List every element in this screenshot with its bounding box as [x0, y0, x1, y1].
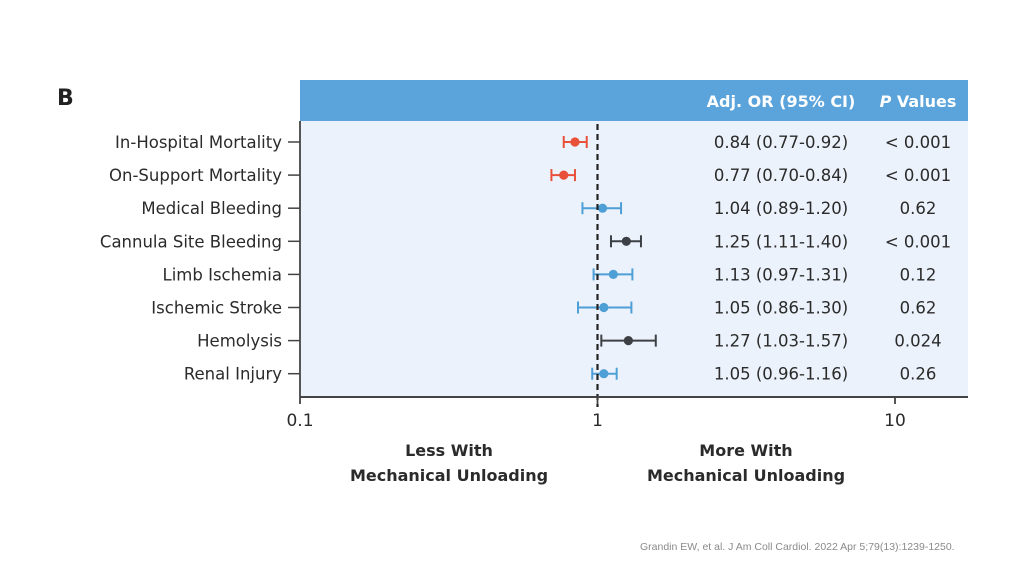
column-header-p-rest: Values	[891, 92, 956, 111]
panel-letter: B	[57, 86, 74, 111]
forest-row: Hemolysis 1.27 (1.03-1.57) 0.024	[197, 332, 941, 351]
p-value: 0.024	[894, 332, 941, 351]
p-value: 0.12	[900, 265, 937, 284]
or-ci-value: 1.05 (0.86-1.30)	[714, 299, 848, 318]
column-header-p-italic: P	[880, 92, 892, 111]
point-estimate	[623, 336, 633, 346]
forest-row: Renal Injury 1.05 (0.96-1.16) 0.26	[184, 365, 937, 384]
point-estimate	[599, 302, 609, 313]
rows-layer: In-Hospital Mortality 0.84 (0.77-0.92) < 0…	[100, 133, 951, 384]
row-label: Cannula Site Bleeding	[100, 232, 282, 251]
point-estimate	[597, 203, 608, 213]
direction-label-left: Mechanical Unloading	[350, 466, 548, 485]
p-value: < 0.001	[885, 166, 951, 185]
column-header-or: Adj. OR (95% CI)	[707, 92, 856, 111]
forest-row: Limb Ischemia 1.13 (0.97-1.31) 0.12	[163, 265, 937, 284]
column-header-p-values: P Values	[880, 92, 957, 111]
row-label: On-Support Mortality	[109, 166, 282, 185]
p-value: 0.26	[900, 365, 937, 384]
or-ci-value: 1.25 (1.11-1.40)	[714, 232, 848, 251]
row-label: Ischemic Stroke	[151, 299, 282, 318]
p-value: < 0.001	[885, 232, 951, 251]
row-label: Renal Injury	[184, 365, 282, 384]
point-estimate	[570, 137, 580, 147]
forest-row: Medical Bleeding 1.04 (0.89-1.20) 0.62	[141, 199, 936, 218]
citation: Grandin EW, et al. J Am Coll Cardiol. 20…	[640, 541, 955, 553]
table-header-bar	[300, 80, 968, 121]
or-ci-value: 1.05 (0.96-1.16)	[714, 365, 848, 384]
point-estimate	[559, 170, 569, 180]
direction-label-right: More With	[699, 441, 792, 460]
plot-panel-background	[300, 80, 968, 397]
point-estimate	[599, 369, 609, 379]
forest-row: In-Hospital Mortality 0.84 (0.77-0.92) < 0…	[115, 133, 951, 152]
row-label: Hemolysis	[197, 332, 282, 351]
x-tick-label: 10	[884, 411, 906, 431]
point-estimate	[621, 236, 631, 246]
row-label: Medical Bleeding	[141, 199, 282, 218]
forest-row: Cannula Site Bleeding 1.25 (1.11-1.40) < 0…	[100, 232, 951, 251]
or-ci-value: 1.04 (0.89-1.20)	[714, 199, 848, 218]
direction-label-right: Mechanical Unloading	[647, 466, 845, 485]
direction-label-left: Less With	[405, 441, 493, 460]
p-value: < 0.001	[885, 133, 951, 152]
p-value: 0.62	[900, 199, 937, 218]
or-ci-value: 1.13 (0.97-1.31)	[714, 265, 848, 284]
row-label: Limb Ischemia	[163, 265, 282, 284]
forest-row: On-Support Mortality 0.77 (0.70-0.84) < 0.…	[109, 166, 951, 185]
forest-row: Ischemic Stroke 1.05 (0.86-1.30) 0.62	[151, 299, 936, 318]
point-estimate	[608, 269, 618, 279]
axis-layer: 0.1 1 10 Less With Mechanical Unloading More …	[286, 121, 968, 485]
row-label: In-Hospital Mortality	[115, 133, 282, 152]
or-ci-value: 0.84 (0.77-0.92)	[714, 133, 848, 152]
or-ci-value: 1.27 (1.03-1.57)	[714, 332, 848, 351]
x-tick-label: 0.1	[286, 411, 313, 431]
or-ci-value: 0.77 (0.70-0.84)	[714, 166, 848, 185]
x-tick-label: 1	[592, 411, 603, 431]
p-value: 0.62	[900, 299, 937, 318]
